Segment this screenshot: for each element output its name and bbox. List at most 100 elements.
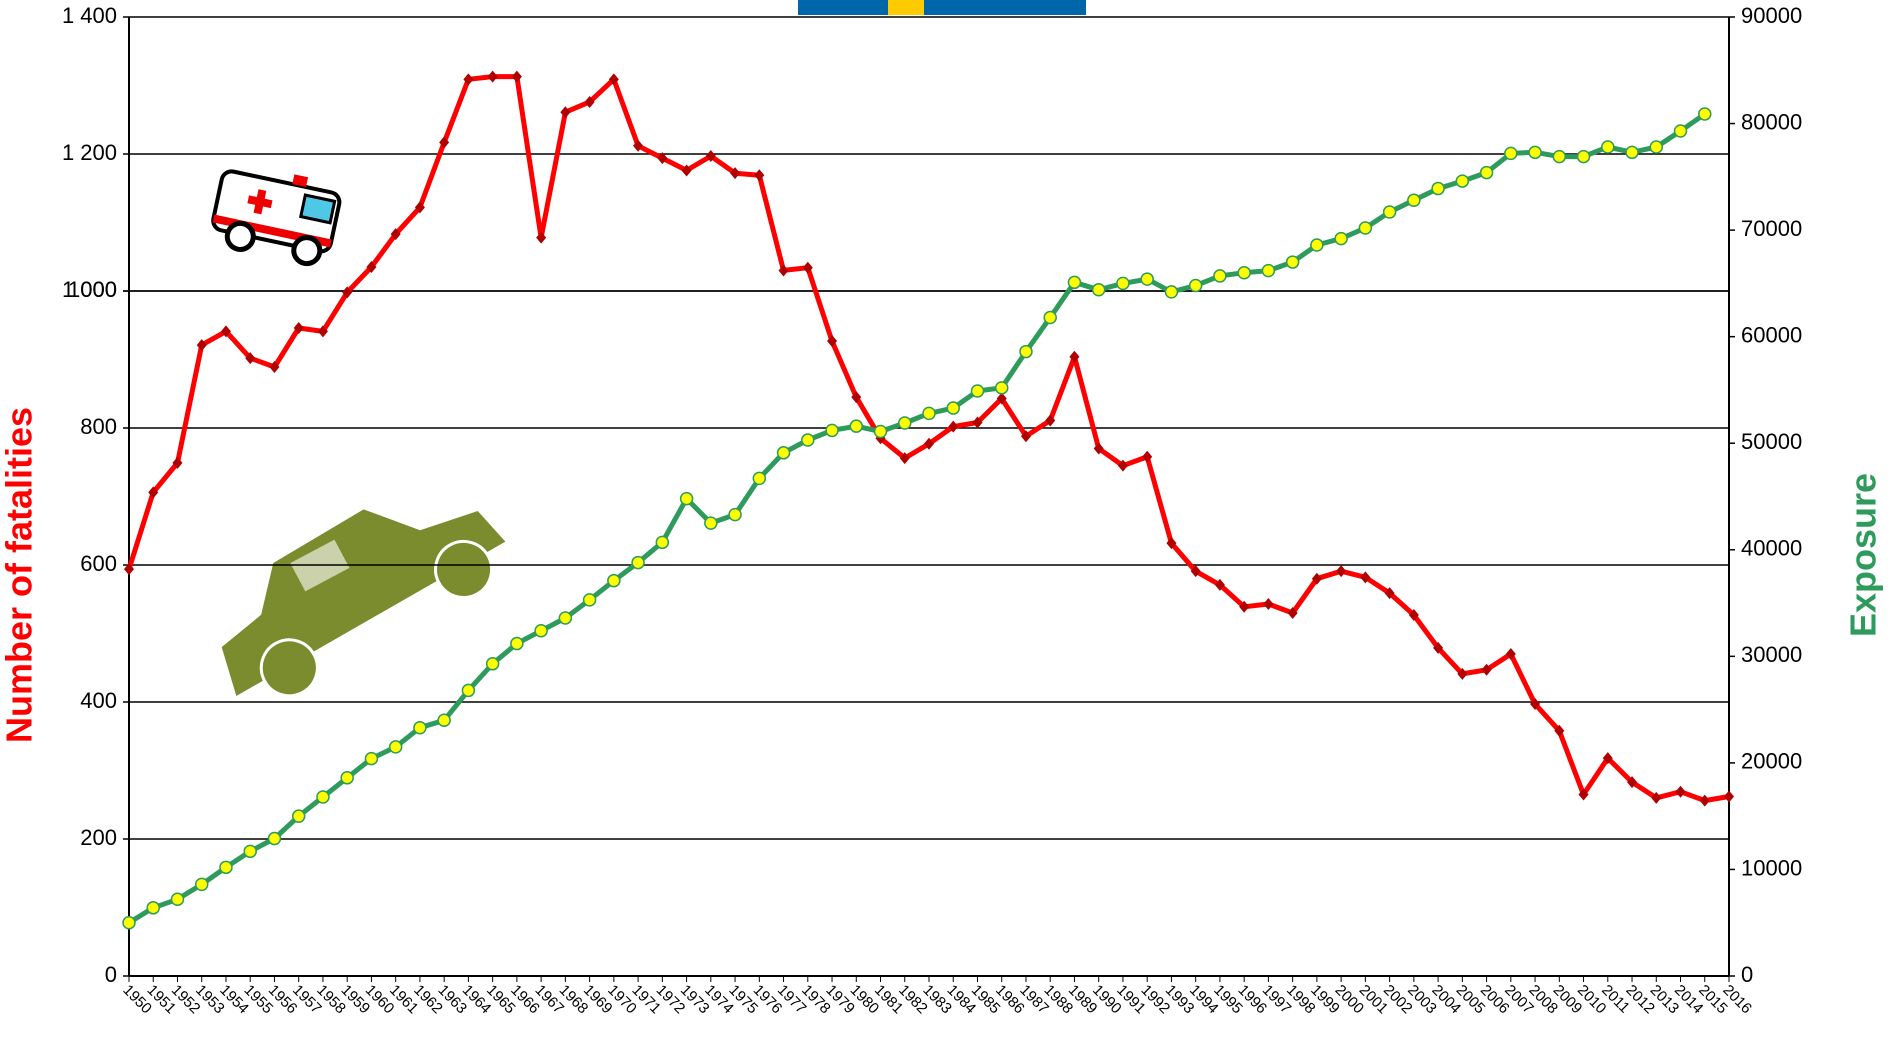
flag — [798, 0, 1086, 15]
marker — [1627, 776, 1638, 789]
marker — [558, 611, 573, 625]
marker — [439, 136, 450, 149]
marker — [1578, 788, 1589, 801]
marker — [146, 901, 160, 915]
marker — [1213, 269, 1227, 283]
marker — [608, 73, 619, 86]
marker — [1554, 724, 1565, 737]
marker — [1408, 609, 1419, 622]
marker — [1433, 641, 1444, 654]
marker — [801, 433, 815, 447]
marker — [342, 286, 353, 299]
marker — [366, 261, 377, 274]
marker — [1190, 565, 1201, 578]
y-tick-label: 1000 — [68, 277, 117, 302]
marker — [584, 95, 595, 108]
marker — [388, 740, 403, 754]
marker — [851, 391, 862, 404]
marker — [1336, 565, 1347, 578]
marker — [1142, 450, 1153, 463]
marker — [1384, 587, 1395, 600]
marker — [1310, 238, 1324, 252]
marker — [316, 790, 330, 804]
y2-tick-label: 60000 — [1741, 322, 1802, 347]
marker — [754, 169, 765, 182]
marker — [1214, 578, 1225, 591]
marker — [1649, 140, 1664, 154]
marker — [437, 713, 451, 728]
marker — [1188, 278, 1203, 293]
marker — [730, 167, 741, 180]
marker — [487, 70, 498, 83]
marker — [172, 456, 183, 469]
marker — [873, 424, 888, 439]
marker — [510, 636, 524, 651]
marker — [220, 325, 231, 338]
marker — [1576, 149, 1591, 164]
marker — [655, 535, 670, 550]
marker — [340, 771, 354, 785]
marker — [1699, 794, 1710, 807]
marker — [1311, 572, 1322, 585]
marker — [899, 452, 910, 465]
y2-tick-label: 70000 — [1741, 216, 1802, 241]
marker — [1019, 344, 1033, 359]
marker — [413, 720, 427, 735]
marker — [1069, 350, 1080, 363]
marker — [219, 860, 233, 875]
marker — [1431, 181, 1445, 196]
marker — [704, 516, 718, 530]
marker — [1116, 276, 1130, 291]
y-tick-label: 200 — [80, 825, 117, 850]
y-tick-label: 600 — [80, 551, 117, 576]
y-tick-label: 800 — [80, 414, 117, 439]
flag-yellow — [888, 0, 924, 15]
marker — [1360, 571, 1371, 584]
marker — [1067, 275, 1082, 290]
marker — [948, 420, 959, 433]
marker — [291, 809, 306, 823]
marker — [1166, 537, 1177, 550]
marker — [1091, 283, 1106, 297]
marker — [317, 325, 328, 338]
marker — [802, 261, 813, 274]
marker — [657, 152, 668, 165]
marker — [994, 381, 1009, 395]
marker — [1479, 165, 1494, 180]
marker — [170, 892, 185, 907]
marker — [1651, 791, 1662, 804]
marker — [825, 423, 839, 438]
marker — [1675, 785, 1686, 798]
marker — [1673, 124, 1688, 138]
marker — [267, 831, 282, 846]
marker — [196, 339, 207, 352]
ambulance-icon — [211, 169, 342, 267]
marker — [414, 201, 425, 214]
marker — [1407, 193, 1421, 208]
marker — [511, 70, 522, 83]
marker — [1237, 265, 1251, 280]
marker — [607, 573, 621, 588]
y2-tick-label: 80000 — [1741, 109, 1802, 134]
marker — [122, 915, 136, 930]
marker — [1261, 263, 1276, 278]
marker — [705, 150, 716, 163]
y-axis-title: Number of fatalities — [0, 407, 40, 743]
marker — [681, 164, 692, 177]
marker — [1358, 221, 1373, 235]
marker — [582, 593, 597, 607]
marker — [293, 321, 304, 334]
marker — [1020, 430, 1031, 443]
marker — [1505, 648, 1516, 661]
marker — [1481, 663, 1492, 676]
y2-tick-label: 90000 — [1741, 3, 1802, 28]
marker — [1263, 598, 1274, 611]
marker — [996, 392, 1007, 405]
marker — [148, 486, 159, 499]
y2-tick-label: 40000 — [1741, 536, 1802, 561]
marker — [463, 73, 474, 86]
y2-tick-label: 50000 — [1741, 429, 1802, 454]
marker — [924, 437, 934, 450]
marker — [1140, 272, 1154, 286]
marker — [194, 877, 209, 892]
